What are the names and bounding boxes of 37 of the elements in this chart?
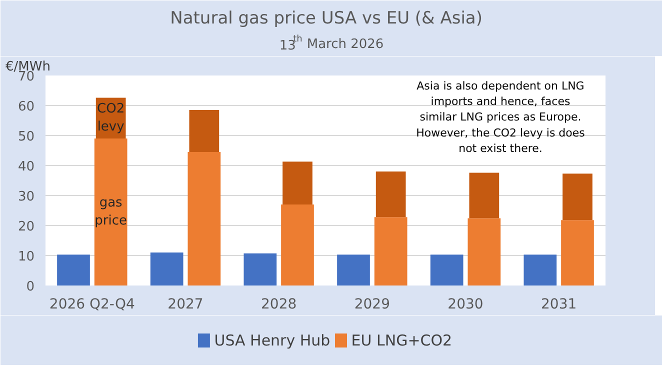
bar	[337, 254, 370, 286]
bar	[562, 174, 592, 220]
y-tick-label: 10	[18, 250, 35, 264]
x-tick-label: 2027	[168, 296, 204, 312]
bar	[374, 217, 408, 286]
legend-label: EU LNG+CO2	[351, 332, 452, 350]
bar	[468, 218, 501, 286]
x-tick-label: 2028	[261, 296, 297, 312]
bar	[94, 138, 128, 286]
y-tick-label: 30	[18, 190, 35, 204]
bar	[282, 162, 312, 204]
y-tick-label: 70	[18, 70, 35, 84]
x-tick-label: 2026 Q2-Q4	[49, 296, 136, 312]
bar	[469, 172, 500, 218]
chart-title: Natural gas price USA vs EU (& Asia)	[170, 8, 482, 28]
bar	[188, 152, 221, 286]
bar	[524, 254, 557, 286]
bar	[189, 110, 220, 152]
bar	[150, 252, 184, 286]
bar	[376, 172, 406, 218]
y-tick-label: 40	[18, 160, 35, 174]
y-tick-label: 20	[18, 220, 35, 234]
bar	[281, 204, 314, 286]
y-tick-label: 0	[26, 280, 35, 294]
y-tick-label: 60	[18, 100, 35, 114]
bar	[561, 220, 594, 286]
bar	[244, 253, 277, 286]
bar	[430, 254, 464, 286]
y-tick-label: 50	[18, 130, 35, 144]
legend-label: USA Henry Hub	[214, 332, 330, 350]
annotation: Asia is also dependent on LNG imports and hence, faces similar LNG prices as Europe. However, the CO2 levy is does not exist there.	[416, 80, 586, 155]
annotation: CO2 levy	[97, 102, 125, 135]
x-tick-label: 2031	[541, 296, 577, 312]
x-tick-label: 2029	[354, 296, 390, 312]
bar	[57, 254, 90, 286]
x-tick-label: 2030	[448, 296, 484, 312]
annotation: gas price	[94, 196, 128, 228]
